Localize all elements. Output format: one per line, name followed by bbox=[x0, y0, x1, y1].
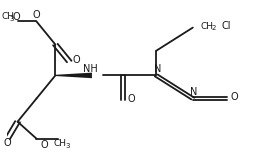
Text: 2: 2 bbox=[211, 25, 216, 31]
Text: CH: CH bbox=[54, 139, 67, 148]
Text: O: O bbox=[73, 55, 80, 65]
Text: O: O bbox=[230, 92, 238, 102]
Text: O: O bbox=[33, 10, 40, 20]
Text: Cl: Cl bbox=[222, 21, 231, 31]
Text: O: O bbox=[40, 140, 48, 150]
Text: N: N bbox=[154, 64, 161, 74]
Text: O: O bbox=[4, 138, 11, 148]
Text: 3: 3 bbox=[10, 16, 14, 22]
Text: O: O bbox=[127, 94, 135, 104]
Text: N: N bbox=[190, 87, 198, 97]
Text: CH: CH bbox=[200, 22, 213, 31]
Text: 3: 3 bbox=[65, 143, 70, 149]
Text: NH: NH bbox=[83, 64, 98, 74]
Polygon shape bbox=[55, 73, 92, 78]
Text: CH: CH bbox=[2, 12, 15, 21]
Text: O: O bbox=[13, 12, 20, 22]
